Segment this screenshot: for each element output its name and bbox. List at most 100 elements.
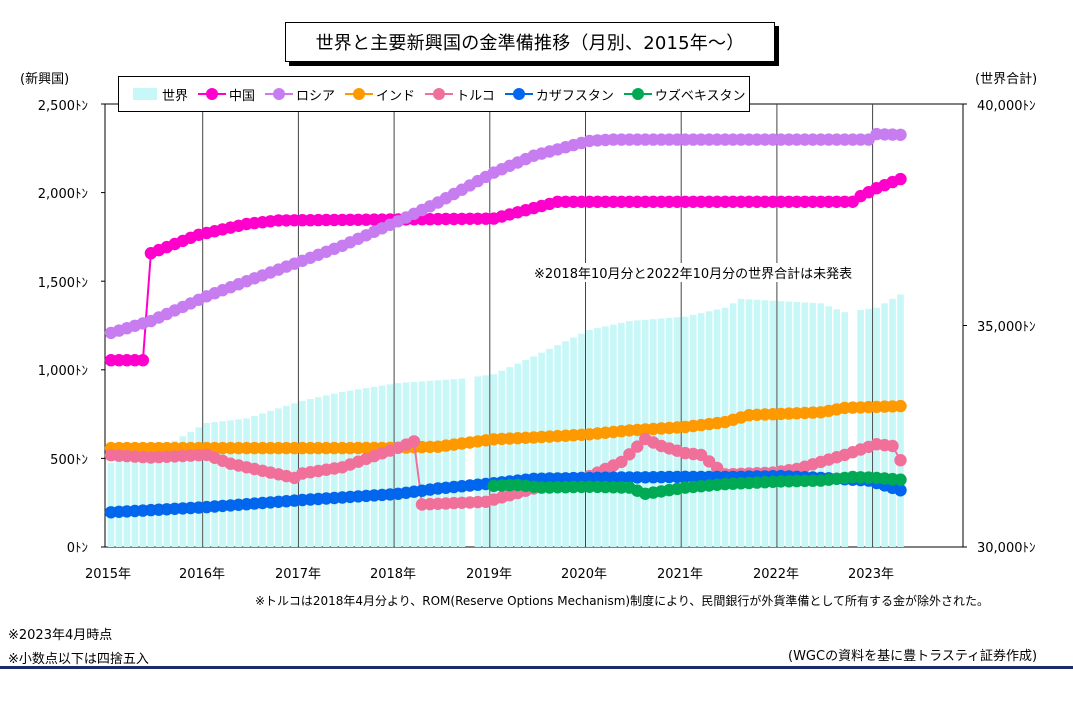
world-bar xyxy=(522,360,529,547)
world-bar xyxy=(131,457,139,547)
world-bar xyxy=(498,370,506,547)
world-bar xyxy=(833,309,841,547)
chart-title: 世界と主要新興国の金準備推移（月別、2015年～） xyxy=(285,22,775,62)
series-point-インド xyxy=(894,399,907,413)
world-bar xyxy=(211,422,218,547)
world-bar xyxy=(386,384,394,547)
world-bar xyxy=(107,462,115,547)
world-bar xyxy=(219,421,226,547)
legend-item-turkey: トルコ xyxy=(425,85,495,104)
world-bar xyxy=(410,381,418,547)
world-bar xyxy=(817,303,825,547)
legend-label-india: インド xyxy=(376,88,416,104)
world-bar xyxy=(546,348,553,547)
world-bar xyxy=(785,301,793,547)
legend-label-world: 世界 xyxy=(162,88,189,104)
world-bar xyxy=(187,431,195,547)
note-turkey: ※トルコは2018年4月分より、ROM(Reserve Options Mech… xyxy=(255,594,990,608)
right-axis-title: (世界合計) xyxy=(975,72,1038,87)
world-bar xyxy=(881,303,888,547)
legend-swatch-china xyxy=(198,88,227,100)
legend-item-china: 中国 xyxy=(198,85,255,104)
left-tick-1500: 1,500ﾄﾝ xyxy=(37,276,88,291)
world-bar xyxy=(562,341,569,547)
x-tick-2018: 2018年 xyxy=(369,567,417,582)
world-bar xyxy=(793,302,801,547)
legend-label-uzbekistan: ウズベキスタン xyxy=(654,88,746,104)
right-tick-35000: 35,000ﾄﾝ xyxy=(977,320,1036,335)
left-tick-1000: 1,000ﾄﾝ xyxy=(37,364,88,379)
x-tick-2016: 2016年 xyxy=(178,567,226,582)
note-date: ※2023年4月時点 xyxy=(8,628,113,643)
world-bar xyxy=(378,385,386,547)
world-bar xyxy=(857,309,864,547)
note-rounding: ※小数点以下は四捨五入 xyxy=(8,652,149,667)
world-bar xyxy=(227,420,234,547)
world-bar xyxy=(394,383,402,547)
world-bar xyxy=(873,307,880,547)
world-bar xyxy=(809,302,817,547)
bottom-divider xyxy=(0,666,1073,669)
series-point-トルコ xyxy=(623,448,636,461)
legend-item-world: 世界 xyxy=(131,85,188,104)
world-bar xyxy=(753,299,761,547)
world-bar xyxy=(841,312,848,547)
legend-swatch-uzbekistan xyxy=(623,88,652,100)
world-bar xyxy=(482,375,490,547)
world-bar xyxy=(769,300,777,547)
series-point-中国 xyxy=(136,354,150,367)
world-bar xyxy=(418,381,426,547)
legend-swatch-russia xyxy=(265,88,294,100)
legend-swatch-kazakhstan xyxy=(504,88,533,100)
legend-label-turkey: トルコ xyxy=(456,88,495,104)
world-bar xyxy=(203,422,210,547)
left-tick-2500: 2,500ﾄﾝ xyxy=(37,99,88,114)
right-tick-30000: 30,000ﾄﾝ xyxy=(977,541,1036,556)
note-source: (WGCの資料を基に豊トラスティ証券作成) xyxy=(788,649,1038,664)
series-point-中国 xyxy=(894,172,907,186)
world-bar xyxy=(889,298,896,547)
world-bar xyxy=(426,380,434,547)
legend-swatch-turkey xyxy=(425,88,454,100)
series-point-トルコ xyxy=(894,454,907,467)
x-tick-2023: 2023年 xyxy=(847,567,895,582)
world-bar xyxy=(155,449,163,547)
x-tick-2021: 2021年 xyxy=(656,567,704,582)
legend-item-uzbekistan: ウズベキスタン xyxy=(623,85,746,104)
world-bar xyxy=(458,378,466,547)
world-bar xyxy=(490,374,498,547)
world-bar xyxy=(761,300,769,547)
world-bar xyxy=(801,302,809,547)
world-bar xyxy=(251,415,258,547)
world-bar xyxy=(897,294,904,547)
series-point-ロシア xyxy=(894,128,907,141)
world-bar xyxy=(538,352,545,547)
world-bar xyxy=(442,379,450,547)
legend: 世界 中国 ロシア インド トルコ カザフスタン ウズベキスタン xyxy=(118,76,750,112)
world-bar xyxy=(243,418,250,547)
world-bar xyxy=(362,388,370,547)
world-bar xyxy=(825,306,833,547)
world-bar xyxy=(139,455,147,547)
legend-swatch-world xyxy=(131,88,159,100)
legend-label-kazakhstan: カザフスタン xyxy=(535,88,614,104)
legend-item-india: インド xyxy=(345,85,415,104)
left-tick-500: 500ﾄﾝ xyxy=(50,453,88,468)
world-bar xyxy=(554,345,561,547)
series-point-カザフスタン xyxy=(894,484,907,497)
series-point-トルコ xyxy=(615,455,628,469)
series-point-トルコ xyxy=(886,439,899,453)
left-tick-0: 0ﾄﾝ xyxy=(66,541,88,556)
world-bar xyxy=(195,427,203,547)
world-bar xyxy=(514,363,522,547)
x-tick-2022: 2022年 xyxy=(752,567,800,582)
world-bar xyxy=(745,299,753,547)
world-bar xyxy=(179,436,187,547)
world-bar xyxy=(865,308,872,547)
x-tick-2017: 2017年 xyxy=(274,567,322,582)
world-bar xyxy=(474,376,482,547)
world-bar xyxy=(506,367,514,547)
world-bar xyxy=(259,413,266,547)
world-bar xyxy=(777,301,785,547)
